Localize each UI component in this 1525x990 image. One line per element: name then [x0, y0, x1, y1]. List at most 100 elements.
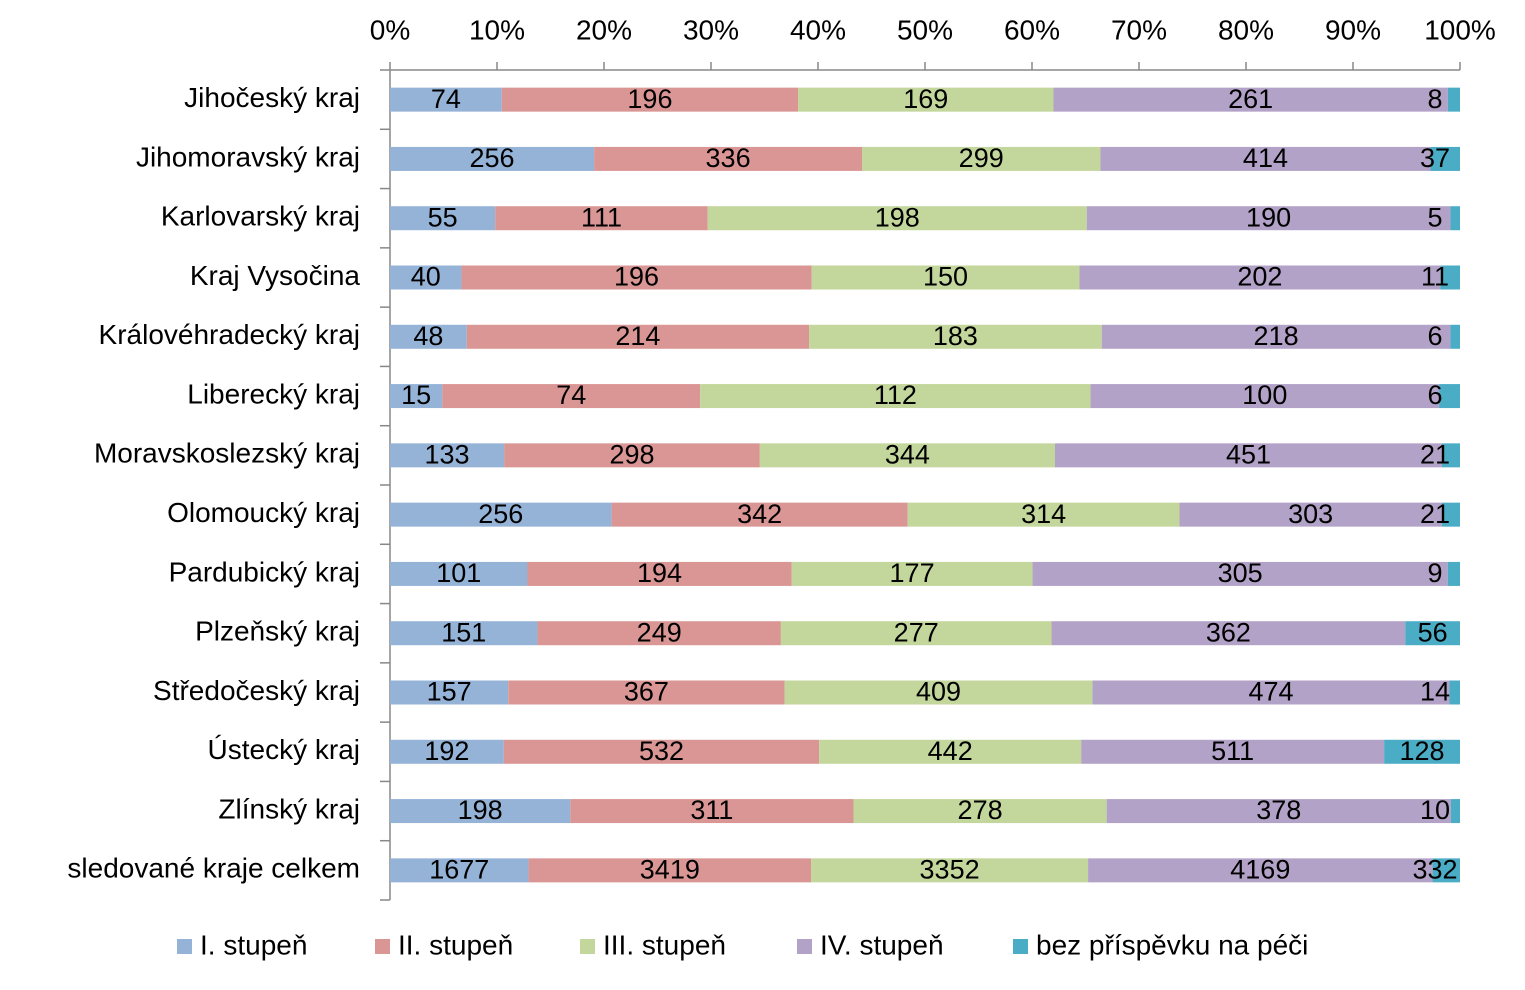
bar-segment: [390, 265, 462, 290]
data-label: 150: [923, 262, 968, 292]
legend-swatch: [177, 939, 192, 954]
bar-segment: [811, 265, 1080, 290]
bar-segment: [1179, 502, 1442, 527]
bar-segment: [819, 739, 1082, 764]
data-label: 194: [637, 558, 682, 588]
bar-segment: [390, 502, 612, 527]
y-tick-label: Kraj Vysočina: [190, 260, 361, 291]
legend-label: III. stupeň: [603, 929, 726, 960]
bar-segment: [1439, 384, 1460, 409]
bar-segment: [495, 206, 708, 231]
data-label: 3352: [920, 854, 980, 884]
data-label: 10: [1420, 795, 1450, 825]
data-label: 21: [1420, 439, 1450, 469]
data-label: 6: [1427, 321, 1442, 351]
data-label: 218: [1254, 321, 1299, 351]
x-tick-label: 50%: [897, 14, 953, 45]
bar-segment: [1100, 146, 1431, 171]
data-label: 169: [903, 84, 948, 114]
data-label: 37: [1420, 143, 1450, 173]
x-tick-label: 60%: [1004, 14, 1060, 45]
bar-segment: [594, 146, 863, 171]
bar-segment: [570, 799, 854, 824]
bar-segment: [390, 146, 595, 171]
data-label: 5: [1427, 202, 1442, 232]
data-label: 183: [933, 321, 978, 351]
y-tick-label: Ústecký kraj: [208, 734, 360, 765]
bar-segment: [527, 561, 792, 586]
y-tick-label: Pardubický kraj: [169, 556, 360, 587]
bar-segment: [1106, 799, 1451, 824]
y-tick-label: Královéhradecký kraj: [99, 319, 360, 350]
bar-segment: [442, 384, 701, 409]
data-label: 21: [1420, 499, 1450, 529]
bar-segment: [853, 799, 1107, 824]
data-label: 261: [1228, 84, 1273, 114]
data-label: 157: [427, 677, 472, 707]
bar-segment: [390, 561, 528, 586]
x-tick-label: 20%: [576, 14, 632, 45]
bar-segment: [508, 680, 785, 705]
data-label: 40: [411, 262, 441, 292]
data-label: 278: [958, 795, 1003, 825]
data-label: 9: [1427, 558, 1442, 588]
data-label: 362: [1206, 617, 1251, 647]
y-tick-label: Olomoucký kraj: [167, 497, 360, 528]
data-label: 14: [1420, 677, 1450, 707]
data-label: 451: [1226, 439, 1271, 469]
legend-label: bez příspěvku na péči: [1036, 929, 1308, 960]
bar-segment: [700, 384, 1091, 409]
y-tick-label: Jihomoravský kraj: [136, 141, 360, 172]
bar-segment: [780, 621, 1052, 646]
bar-segment: [1450, 206, 1460, 231]
data-label: 196: [614, 262, 659, 292]
bar-segment: [466, 324, 810, 349]
bar-segment: [1447, 561, 1460, 586]
data-label: 133: [425, 439, 470, 469]
data-label: 344: [885, 439, 930, 469]
data-label: 196: [627, 84, 672, 114]
data-label: 100: [1242, 380, 1287, 410]
data-label: 256: [478, 499, 523, 529]
bar-segment: [1081, 739, 1385, 764]
bar-segment: [1090, 384, 1440, 409]
data-label: 214: [615, 321, 660, 351]
bar-segment: [1054, 443, 1442, 468]
bar-segment: [1079, 265, 1441, 290]
legend-swatch: [797, 939, 812, 954]
data-label: 101: [436, 558, 481, 588]
bar-segment: [1101, 324, 1451, 349]
data-label: 414: [1243, 143, 1288, 173]
bar-segment: [501, 87, 799, 112]
data-label: 177: [890, 558, 935, 588]
data-label: 6: [1427, 380, 1442, 410]
bar-segment: [390, 799, 571, 824]
bar-segment: [707, 206, 1087, 231]
bar-segment: [1430, 146, 1460, 171]
bar-segment: [1384, 739, 1460, 764]
bar-segment: [1405, 621, 1460, 646]
bar-segment: [503, 739, 820, 764]
data-label: 342: [737, 499, 782, 529]
bar-segment: [390, 680, 509, 705]
data-label: 511: [1211, 736, 1254, 766]
bar-segment: [390, 384, 443, 409]
data-label: 15: [401, 380, 431, 410]
data-label: 128: [1400, 736, 1445, 766]
data-label: 111: [581, 202, 622, 232]
x-tick-label: 10%: [469, 14, 525, 45]
bar-segment: [1432, 858, 1460, 883]
bar-segment: [390, 858, 529, 883]
bar-segment: [537, 621, 781, 646]
legend-swatch: [1013, 939, 1028, 954]
data-label: 192: [424, 736, 469, 766]
data-label: 367: [624, 677, 669, 707]
bar-segment: [1450, 324, 1460, 349]
x-tick-label: 30%: [683, 14, 739, 45]
y-tick-label: Zlínský kraj: [218, 793, 360, 824]
bar-segment: [611, 502, 908, 527]
data-label: 532: [639, 736, 684, 766]
bar-segment: [461, 265, 812, 290]
data-label: 74: [556, 380, 586, 410]
